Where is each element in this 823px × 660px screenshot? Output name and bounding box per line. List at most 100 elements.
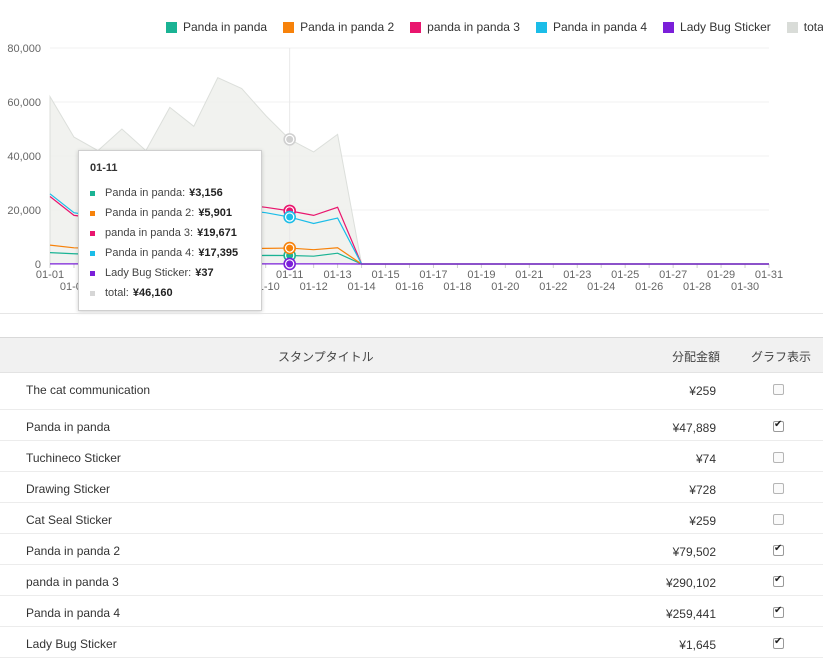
graph-checkbox[interactable] bbox=[773, 636, 784, 649]
legend-swatch bbox=[410, 21, 422, 33]
tooltip-value: ¥3,156 bbox=[189, 187, 223, 199]
graph-checkbox[interactable] bbox=[773, 605, 784, 618]
tooltip-value: ¥46,160 bbox=[132, 287, 173, 299]
legend-swatch bbox=[663, 21, 675, 33]
stamp-amount: ¥47,889 bbox=[672, 421, 716, 435]
x-tick-label: 01-20 bbox=[491, 281, 519, 293]
stamp-amount: ¥1,645 bbox=[679, 638, 716, 652]
graph-checkbox[interactable] bbox=[773, 419, 784, 432]
section-divider bbox=[0, 313, 823, 314]
hover-point-center bbox=[286, 213, 294, 221]
legend-item[interactable]: Panda in panda 2 bbox=[283, 20, 394, 34]
tooltip-value: ¥19,671 bbox=[197, 227, 237, 239]
legend-label: Panda in panda 4 bbox=[552, 20, 648, 34]
stamp-amount: ¥74 bbox=[695, 452, 716, 466]
header-amount: 分配金額 bbox=[672, 350, 721, 364]
table-row: Cat Seal Sticker ¥259 bbox=[0, 503, 823, 534]
x-tick-label: 01-27 bbox=[659, 269, 687, 281]
x-tick-label: 01-12 bbox=[300, 281, 328, 293]
graph-checkbox[interactable] bbox=[773, 514, 784, 525]
x-tick-label: 01-25 bbox=[611, 269, 639, 281]
stamp-table: スタンプタイトル 分配金額 グラフ表示 The cat communicatio… bbox=[0, 337, 823, 658]
stamp-amount: ¥259 bbox=[689, 514, 716, 528]
tooltip-label: Panda in panda 2: bbox=[105, 207, 195, 219]
tooltip-row: Panda in panda 4: ¥17,395 bbox=[90, 247, 238, 259]
table-row: Panda in panda 4 ¥259,441 bbox=[0, 596, 823, 627]
legend-label: Lady Bug Sticker bbox=[680, 20, 771, 34]
x-tick-label: 01-21 bbox=[515, 269, 543, 281]
stamp-title: Cat Seal Sticker bbox=[26, 513, 113, 527]
table-row: Tuchineco Sticker ¥74 bbox=[0, 441, 823, 472]
graph-checkbox[interactable] bbox=[773, 574, 784, 587]
hover-point-center bbox=[286, 260, 294, 268]
tooltip-label: Panda in panda: bbox=[105, 187, 186, 199]
table-row: Lady Bug Sticker ¥1,645 bbox=[0, 627, 823, 658]
hover-point-center bbox=[286, 244, 294, 252]
stamp-title: Tuchineco Sticker bbox=[26, 451, 121, 465]
table-row: panda in panda 3 ¥290,102 bbox=[0, 565, 823, 596]
tooltip-date: 01-11 bbox=[90, 162, 118, 174]
legend-item[interactable]: panda in panda 3 bbox=[410, 20, 520, 34]
stamp-amount: ¥259 bbox=[689, 384, 716, 398]
tooltip-label: Lady Bug Sticker: bbox=[105, 267, 192, 279]
tooltip-dot bbox=[90, 290, 95, 296]
stamp-amount: ¥290,102 bbox=[665, 576, 716, 590]
y-tick-label: 80,000 bbox=[7, 43, 41, 55]
chart-tooltip: 01-11 Panda in panda: ¥3,156 Panda in pan… bbox=[78, 150, 262, 311]
tooltip-dot bbox=[90, 270, 95, 276]
tooltip-value: ¥17,395 bbox=[198, 247, 239, 259]
y-tick-label: 0 bbox=[35, 259, 41, 271]
x-tick-label: 01-13 bbox=[324, 269, 352, 281]
chart-area: 020,00040,00060,00080,00001-0101-0301-05… bbox=[7, 20, 823, 311]
x-tick-label: 01-19 bbox=[467, 269, 495, 281]
tooltip-dot bbox=[90, 230, 95, 236]
stamp-title: Lady Bug Sticker bbox=[26, 637, 117, 651]
stamp-title: Panda in panda bbox=[26, 420, 111, 434]
x-tick-label: 01-30 bbox=[731, 281, 759, 293]
y-tick-label: 40,000 bbox=[7, 151, 41, 163]
legend-item[interactable]: Panda in panda bbox=[166, 20, 267, 34]
legend-swatch bbox=[535, 21, 547, 33]
tooltip-dot bbox=[90, 190, 95, 196]
legend-item[interactable]: Lady Bug Sticker bbox=[663, 20, 771, 34]
y-tick-label: 60,000 bbox=[7, 97, 41, 109]
tooltip-row: Lady Bug Sticker: ¥37 bbox=[90, 267, 214, 279]
tooltip-row: panda in panda 3: ¥19,671 bbox=[90, 227, 237, 239]
x-tick-label: 01-22 bbox=[539, 281, 567, 293]
x-tick-label: 01-14 bbox=[347, 281, 375, 293]
x-tick-label: 01-26 bbox=[635, 281, 663, 293]
legend-swatch bbox=[283, 21, 295, 33]
graph-checkbox[interactable] bbox=[773, 543, 784, 556]
x-tick-label: 01-29 bbox=[707, 269, 735, 281]
legend-label: Panda in panda 2 bbox=[300, 20, 395, 34]
table-row: Panda in panda 2 ¥79,502 bbox=[0, 534, 823, 565]
x-tick-label: 01-24 bbox=[587, 281, 615, 293]
stamp-title: Drawing Sticker bbox=[26, 482, 111, 496]
tooltip-dot bbox=[90, 210, 95, 216]
legend-item[interactable]: Panda in panda 4 bbox=[535, 20, 648, 34]
graph-checkbox[interactable] bbox=[773, 483, 784, 494]
tooltip-row: total: ¥46,160 bbox=[90, 287, 173, 299]
table-row: Panda in panda ¥47,889 bbox=[0, 410, 823, 441]
stamp-title: Panda in panda 2 bbox=[26, 544, 121, 558]
graph-checkbox[interactable] bbox=[773, 384, 784, 395]
x-tick-label: 01-23 bbox=[563, 269, 591, 281]
tooltip-dot bbox=[90, 250, 95, 256]
x-tick-label: 01-16 bbox=[395, 281, 423, 293]
stamp-title: The cat communication bbox=[26, 383, 151, 397]
tooltip-row: Panda in panda 2: ¥5,901 bbox=[90, 207, 232, 219]
stamp-amount: ¥728 bbox=[689, 483, 716, 497]
x-tick-label: 01-31 bbox=[755, 269, 783, 281]
tooltip-value: ¥5,901 bbox=[198, 207, 232, 219]
x-tick-label: 01-28 bbox=[683, 281, 711, 293]
tooltip-label: total: bbox=[105, 287, 129, 299]
stamp-amount: ¥79,502 bbox=[672, 545, 716, 559]
legend-label: Panda in panda bbox=[183, 20, 268, 34]
stamp-title: panda in panda 3 bbox=[26, 575, 119, 589]
stamp-title: Panda in panda 4 bbox=[26, 606, 121, 620]
graph-checkbox[interactable] bbox=[773, 452, 784, 463]
table-header: スタンプタイトル 分配金額 グラフ表示 bbox=[0, 337, 823, 373]
header-graph-display: グラフ表示 bbox=[751, 350, 812, 364]
legend-item[interactable]: total bbox=[786, 20, 823, 34]
stamp-amount: ¥259,441 bbox=[665, 607, 716, 621]
